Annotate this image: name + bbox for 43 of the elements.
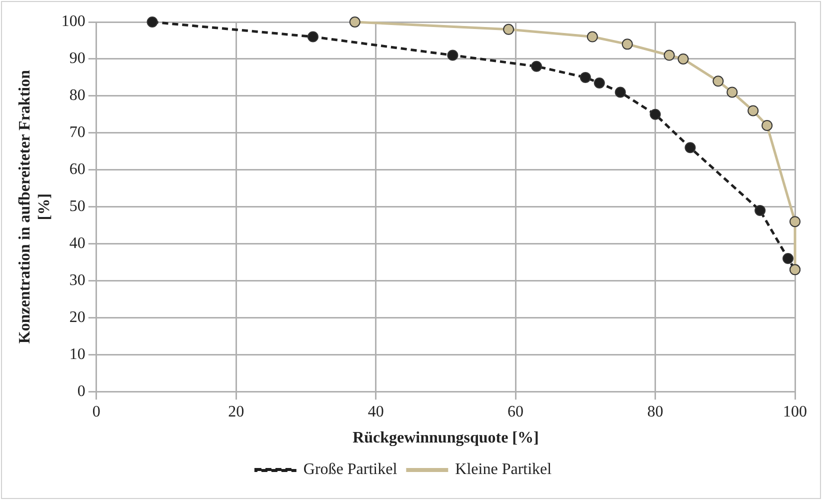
x-tick-label: 100 [783,403,807,420]
point [307,31,318,42]
y-tick-label: 70 [69,124,86,142]
y-tick-label: 50 [69,198,86,216]
y-tick-label: 40 [69,234,86,252]
point [586,31,598,42]
y-tick-label: 30 [69,272,86,289]
y-tick-label: 90 [69,50,86,68]
x-tick-label: 40 [368,403,384,420]
point [712,76,724,87]
point [664,50,675,61]
y-tick-label: 0 [77,382,86,400]
point [678,53,689,64]
point [782,253,794,264]
legend-label: Kleine Partikel [455,461,552,478]
x-tick-label: 0 [92,403,100,420]
point [622,38,633,50]
y-tick-label: 80 [69,87,86,104]
legend-label: Große Partikel [303,461,398,478]
point [349,16,360,28]
point [614,86,626,98]
point [748,105,759,116]
point [503,24,514,35]
y-tick-label: 10 [69,346,86,363]
y-tick-label: 20 [69,308,86,326]
point [447,50,458,61]
point [650,108,661,120]
point [726,86,738,98]
point [594,77,605,88]
y-tick-label: 100 [61,13,86,30]
x-tick-label: 20 [228,403,244,420]
y-tick-label: 60 [69,161,86,178]
x-tick-label: 80 [647,403,664,420]
point [754,204,766,216]
x-axis-title: Rückgewinnungsquote [%] [352,430,539,447]
y-axis-title: Konzentration in aufbereiteter Fraktion [%] [16,70,53,344]
point [146,16,158,28]
x-tick-label: 60 [508,403,524,420]
point [762,120,773,131]
point [531,60,542,72]
point [684,142,696,154]
point [580,72,591,83]
point [790,216,800,228]
